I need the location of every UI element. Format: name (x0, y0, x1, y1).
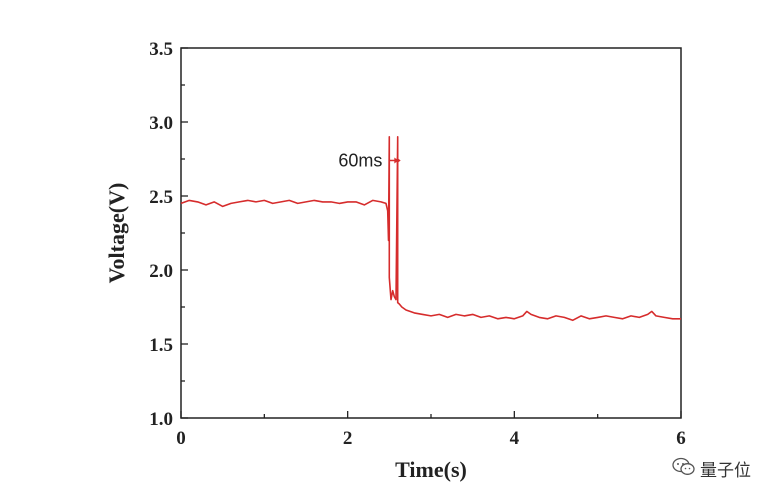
x-tick-label: 4 (510, 428, 520, 449)
tick-labels: 0 2 4 6 1.0 1.5 2.0 2.5 3.0 3.5 (149, 39, 686, 449)
x-tick-label: 0 (176, 428, 186, 449)
y-tick-label: 2.0 (149, 261, 173, 282)
series-line (180, 136, 681, 322)
wechat-icon (672, 457, 695, 475)
x-tick-label: 6 (676, 428, 686, 449)
y-tick-label: 3.0 (149, 113, 173, 134)
plot-frame (180, 47, 682, 419)
y-tick-label: 1.0 (149, 409, 173, 430)
y-tick-label: 3.5 (149, 39, 173, 60)
y-tick-label: 2.5 (149, 187, 173, 208)
tick-marks (180, 47, 682, 419)
y-axis-title: Voltage(V) (104, 183, 129, 284)
x-axis-title: Time(s) (395, 457, 467, 482)
annotation-arrowhead (396, 157, 401, 164)
annotation-label: 60ms (338, 150, 382, 170)
x-tick-label: 2 (343, 428, 353, 449)
duration-annotation: 60ms (338, 150, 401, 170)
annotation-arrowhead (394, 157, 399, 164)
watermark-text: 量子位 (700, 461, 751, 481)
y-tick-label: 1.5 (149, 335, 173, 356)
